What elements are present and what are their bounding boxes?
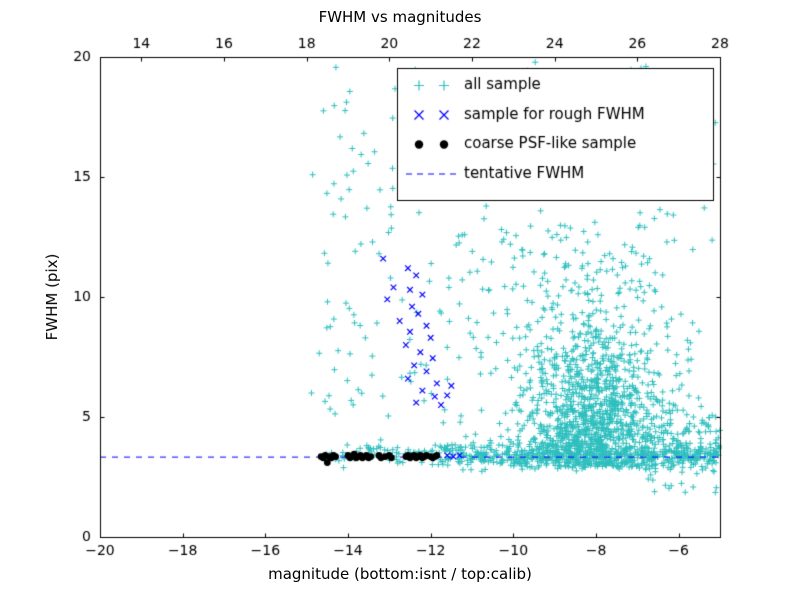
chart-title: FWHM vs magnitudes xyxy=(318,8,482,26)
y-axis-label: FWHM (pix) xyxy=(43,253,61,341)
x-axis-label: magnitude (bottom:isnt / top:calib) xyxy=(268,565,532,583)
